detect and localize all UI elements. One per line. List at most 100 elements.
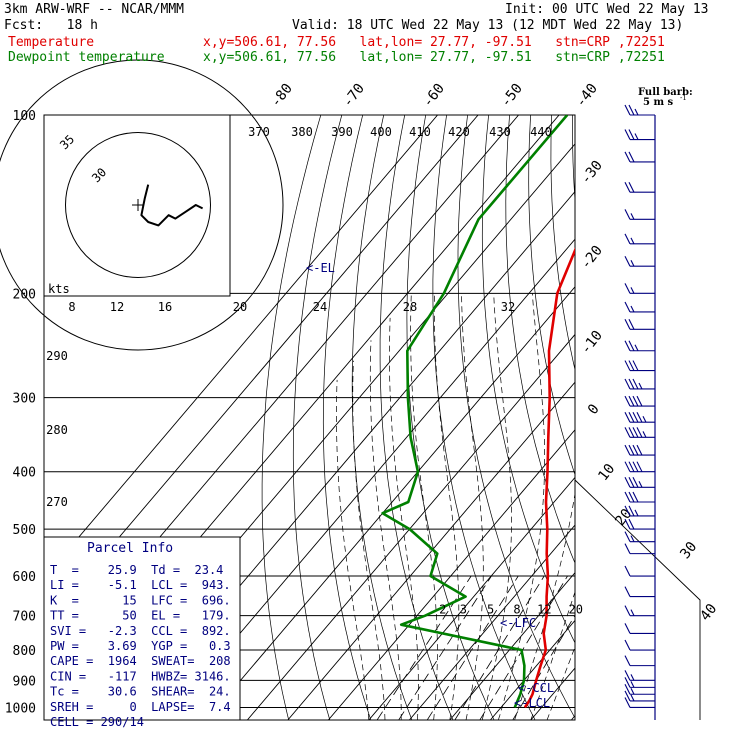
barb-flag [624, 319, 631, 330]
parcel-row: PW = 3.69 YGP = 0.3 [50, 639, 231, 653]
wind-barb [624, 378, 655, 390]
barb-half [630, 213, 635, 220]
wind-barb [624, 518, 655, 530]
wind-barb [624, 104, 655, 116]
barb-flag [624, 639, 631, 651]
barb-flag [624, 491, 631, 503]
wind-barb [624, 411, 655, 423]
theta-label: 380 [291, 125, 313, 139]
theta-label: 440 [530, 125, 552, 139]
el-label: <-EL [306, 261, 335, 275]
barb-flag [636, 427, 643, 438]
barb-half [630, 237, 635, 245]
barb-half [630, 694, 635, 702]
barb-flag [624, 586, 631, 597]
barb-flag [628, 319, 635, 330]
parcel-row: K = 15 LFC = 696. [50, 593, 231, 607]
wind-barb [624, 255, 655, 267]
barb-flag [628, 427, 635, 438]
pressure-label: 800 [13, 644, 36, 659]
barb-flag [624, 340, 631, 352]
wind-barb [624, 655, 655, 667]
barb-flag [632, 491, 639, 503]
barb-flag [632, 378, 639, 390]
barb-flag [624, 233, 631, 245]
barb-flag [624, 505, 631, 517]
wind-barb [624, 543, 655, 555]
hodograph-axis-label: 12 [110, 300, 124, 314]
barb-flag [624, 655, 631, 666]
barb-flag [636, 461, 643, 472]
hodograph-ring [0, 59, 284, 351]
wind-barb [624, 319, 655, 330]
barb-half [642, 415, 647, 423]
mixing-ratio-label: 8 [513, 603, 520, 617]
barb-half [630, 305, 635, 313]
barb-half [634, 108, 639, 116]
barb-flag [624, 255, 631, 267]
ccl-label: <-CCL [518, 681, 554, 695]
wind-barb [624, 444, 655, 456]
barb-flag [628, 129, 635, 140]
barb-flag [624, 301, 631, 313]
parcel-row: T = 25.9 Td = 23.4 [50, 563, 223, 577]
pressure-label: 300 [13, 392, 36, 407]
mixing-ratio-line [426, 575, 519, 720]
barb-flag [628, 477, 635, 488]
barb-flag [624, 283, 631, 294]
wind-barb [624, 181, 655, 193]
theta-label: 290 [46, 349, 68, 363]
mixing-ratio-line [479, 575, 568, 720]
hodograph-axis-label: 20 [233, 300, 247, 314]
barb-flag [624, 444, 631, 456]
wind-barb [624, 233, 655, 245]
isotherm [449, 572, 575, 720]
wind-barb [624, 690, 655, 702]
dewpoint-legend: Dewpoint temperature [8, 50, 165, 65]
pressure-label: 400 [13, 466, 36, 481]
theta-label: 400 [370, 125, 392, 139]
theta-label: 410 [409, 125, 431, 139]
barb-flag [624, 697, 631, 708]
hodograph-trace [140, 184, 204, 227]
hodograph-axis-label: 24 [313, 300, 327, 314]
lcl-label: <-LCL [514, 696, 550, 710]
barb-header: Full barb: [638, 87, 693, 98]
parcel-row: SVI = -2.3 CCL = 892. [50, 624, 231, 638]
wind-barbs: Full barb:5 m s -1 [624, 87, 693, 720]
barb-flag [624, 209, 631, 220]
isotherm [246, 333, 575, 720]
barb-flag [624, 104, 631, 116]
mixing-ratio-label: 3 [460, 603, 467, 617]
dry-adiabat [432, 115, 536, 720]
barb-flag [624, 543, 631, 554]
mixing-ratio-label: 5 [487, 603, 494, 617]
mixing-ratio-label: 20 [569, 603, 583, 617]
theta-label: 280 [46, 423, 68, 437]
wind-barb [624, 605, 655, 617]
dry-adiabat [351, 115, 413, 720]
wind-barb [624, 477, 655, 488]
wind-barb [624, 151, 655, 163]
hodograph-axis-label: 32 [501, 300, 515, 314]
wind-barb [624, 505, 655, 517]
hodograph-units: kts [48, 282, 70, 296]
hodograph-ring [65, 132, 211, 278]
barb-flag [636, 411, 643, 423]
pressure-label: 700 [13, 610, 36, 625]
moist-adiabat [498, 293, 545, 720]
barb-half [630, 681, 635, 688]
barb-flag [628, 378, 635, 390]
barb-half [630, 259, 635, 267]
mixing-ratio-line [454, 575, 545, 720]
barb-half [634, 344, 639, 352]
isotherm [44, 115, 438, 579]
barb-half [634, 509, 639, 517]
barb-flag [624, 181, 631, 193]
barb-flag [632, 461, 639, 472]
barb-flag [624, 623, 631, 634]
barb-flag [624, 395, 631, 407]
dry-adiabat [292, 115, 343, 720]
wind-barb [624, 623, 655, 634]
